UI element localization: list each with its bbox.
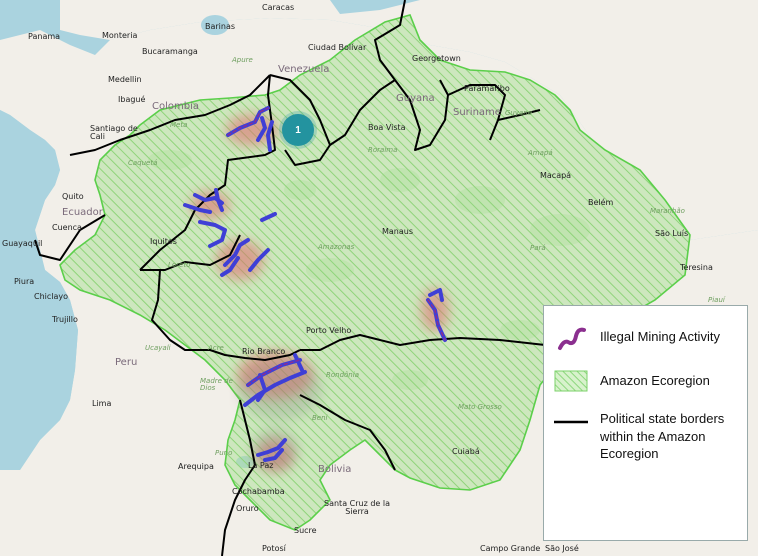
map-label-region: Amazonas <box>318 243 355 251</box>
map-label-city: Oruro <box>236 504 259 513</box>
map-label-region: Acre <box>208 344 224 352</box>
map-label-region: Pará <box>530 244 546 252</box>
cluster-marker[interactable]: 1 <box>282 114 314 146</box>
map-label-city: Trujillo <box>52 315 78 324</box>
map-label-region: Guyane <box>505 109 533 117</box>
map-label-city: Piura <box>14 277 35 286</box>
map-label-city: Caracas <box>262 3 295 12</box>
map-label-country: Guyana <box>396 93 435 104</box>
map-label-region: Beni <box>312 414 328 422</box>
map-label-region: Meta <box>170 121 188 129</box>
map-label-city: Manaus <box>382 227 414 236</box>
map-label-city: Chiclayo <box>34 292 69 301</box>
lake-maracaibo <box>201 15 229 35</box>
purple-squiggle-icon <box>552 320 592 354</box>
map-label-city: Macapá <box>540 171 572 180</box>
map-label-region: Roraima <box>368 146 398 154</box>
map-label-city: Potosí <box>262 544 286 553</box>
land-north <box>60 0 758 240</box>
map-label-city: Belém <box>588 198 614 207</box>
map-label-city: Panama <box>28 32 61 41</box>
map-label-city: Sucre <box>294 526 317 535</box>
map-label-city: Barinas <box>205 22 236 31</box>
black-line-icon <box>552 410 592 430</box>
legend-label: Amazon Ecoregion <box>600 373 710 389</box>
map-label-city: Bucaramanga <box>142 47 198 56</box>
map-label-region: Amapá <box>528 149 553 157</box>
map-label-city: Cochabamba <box>232 487 285 496</box>
map-label-city: Arequipa <box>178 462 214 471</box>
map-label-city: Lima <box>92 399 112 408</box>
map-label-region: Piauí <box>708 296 725 304</box>
map-label-city: Medellin <box>108 75 142 84</box>
illegal-mining-lines <box>183 106 447 462</box>
map-legend: Illegal Mining Activity Amazon Ecoregion <box>543 305 748 541</box>
map-label-city: Paramaribo <box>464 84 510 93</box>
map-label-city: Ciudad Bolívar <box>308 43 367 52</box>
map-label-city: Santa Cruz de la Sierra <box>324 499 390 516</box>
map-label-region: Rondônia <box>326 371 359 379</box>
map-label-region: Mato Grosso <box>458 403 502 411</box>
amazon-ecoregion-area <box>59 14 691 531</box>
legend-item-amazon-ecoregion: Amazon Ecoregion <box>552 368 750 394</box>
map-label-city: Georgetown <box>412 54 461 63</box>
map-label-country: Colombia <box>152 101 199 112</box>
green-hatch-icon <box>552 368 592 394</box>
map-label-city: Campo Grande <box>480 544 541 553</box>
legend-label: Illegal Mining Activity <box>600 329 720 345</box>
legend-item-political-borders: Political state borders within the Amazo… <box>552 410 730 463</box>
map-label-city: Quito <box>62 192 84 201</box>
map-label-region: Loreto <box>168 261 191 269</box>
legend-label: Political state borders within the Amazo… <box>600 411 725 462</box>
map-label-city: Santiago de Cali <box>90 124 138 141</box>
map-label-country: Ecuador <box>62 207 103 218</box>
map-label-city: Guayaquil <box>2 239 43 248</box>
map-label-region: Maranhão <box>650 207 685 215</box>
map-label-region: Puno <box>215 449 233 457</box>
map-label-city: São Luís <box>655 229 689 238</box>
map-label-region: Ucayali <box>145 344 171 352</box>
map-label-region: Apure <box>232 56 253 64</box>
political-borders <box>34 0 546 556</box>
map-label-city: Rio Branco <box>242 347 286 356</box>
map-label-city: Cuenca <box>52 223 82 232</box>
map-label-city: Cuiabá <box>452 447 480 456</box>
map-label-region: Madre de Dios <box>200 377 233 392</box>
map-label-city: Ibagué <box>118 95 146 104</box>
map-label-city: Monteria <box>102 31 138 40</box>
legend-item-illegal-mining: Illegal Mining Activity <box>552 320 750 354</box>
map-label-city: Iquitos <box>150 237 177 246</box>
map-label-country: Bolivia <box>318 464 352 475</box>
map-label-city: Porto Velho <box>306 326 352 335</box>
map-label-city: Boa Vista <box>368 123 406 132</box>
pacific-ocean <box>0 110 78 470</box>
map-label-city: Teresina <box>680 263 713 272</box>
map-label-city: São José <box>545 544 579 553</box>
map-label-region: Caquetá <box>128 159 158 167</box>
map-label-country: Peru <box>115 357 138 368</box>
map-label-country: Venezuela <box>278 64 330 75</box>
map-label-country: Suriname <box>453 107 501 118</box>
map-label-city: La Paz <box>248 461 274 470</box>
